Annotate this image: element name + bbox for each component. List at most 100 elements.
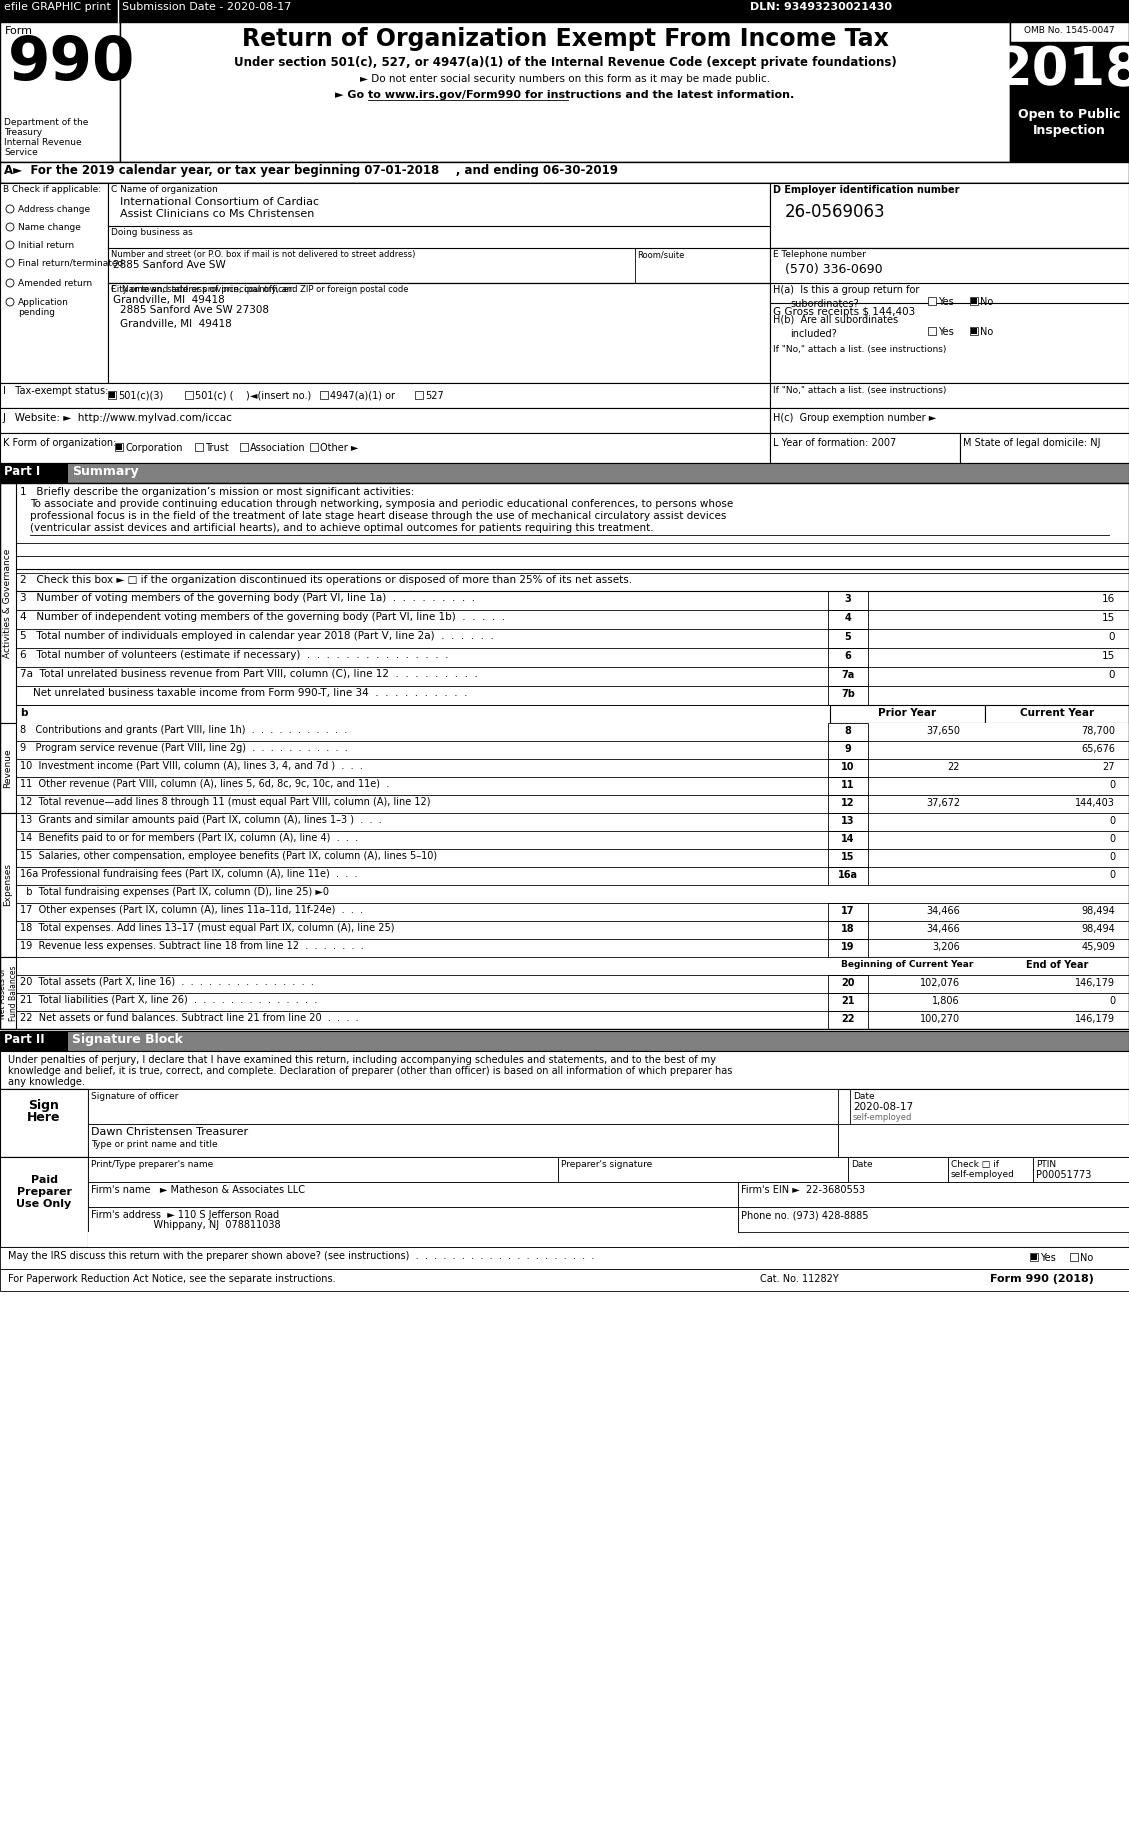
Bar xyxy=(828,831,868,850)
Text: Firm's address  ► 110 S Jefferson Road: Firm's address ► 110 S Jefferson Road xyxy=(91,1209,279,1220)
Text: efile GRAPHIC print: efile GRAPHIC print xyxy=(5,2,111,13)
Text: Form: Form xyxy=(5,26,33,37)
Text: Firm's name   ► Matheson & Associates LLC: Firm's name ► Matheson & Associates LLC xyxy=(91,1186,305,1195)
Text: 2885 Sanford Ave SW 27308: 2885 Sanford Ave SW 27308 xyxy=(120,305,269,314)
Bar xyxy=(108,183,770,283)
Bar xyxy=(88,1156,558,1182)
Bar xyxy=(828,758,868,776)
Text: PTIN: PTIN xyxy=(1036,1160,1056,1169)
Text: Part II: Part II xyxy=(5,1032,45,1047)
Bar xyxy=(928,327,936,334)
Text: 8: 8 xyxy=(844,725,851,736)
Text: 19: 19 xyxy=(841,943,855,952)
Text: D Employer identification number: D Employer identification number xyxy=(773,185,960,195)
Text: Summary: Summary xyxy=(72,466,139,479)
Bar xyxy=(88,1182,738,1208)
Text: OMB No. 1545-0047: OMB No. 1545-0047 xyxy=(1024,26,1114,35)
Text: 7a: 7a xyxy=(841,671,855,680)
Text: 14: 14 xyxy=(841,833,855,844)
Bar xyxy=(1033,1156,1129,1182)
Text: Inspection: Inspection xyxy=(1033,124,1105,137)
Bar xyxy=(16,813,1129,831)
Text: Yes: Yes xyxy=(938,298,954,307)
Bar xyxy=(16,831,1129,850)
Bar xyxy=(0,22,120,163)
Text: End of Year: End of Year xyxy=(1026,959,1088,970)
Text: 990: 990 xyxy=(8,35,135,93)
Text: 0: 0 xyxy=(1109,870,1115,881)
Text: 14  Benefits paid to or for members (Part IX, column (A), line 4)  .  .  .: 14 Benefits paid to or for members (Part… xyxy=(20,833,358,842)
Text: 1,806: 1,806 xyxy=(933,996,960,1007)
Text: 15: 15 xyxy=(1102,614,1115,623)
Text: Expenses: Expenses xyxy=(3,864,12,906)
Bar xyxy=(16,850,1129,868)
Bar xyxy=(195,442,203,451)
Text: included?: included? xyxy=(790,329,837,340)
Bar xyxy=(0,22,1129,163)
Text: 6: 6 xyxy=(844,650,851,661)
Bar xyxy=(16,957,1129,976)
Bar xyxy=(108,391,116,398)
Bar xyxy=(0,1030,1129,1051)
Bar xyxy=(0,813,16,957)
Text: b: b xyxy=(20,709,27,718)
Bar xyxy=(240,442,248,451)
Text: 2   Check this box ► □ if the organization discontinued its operations or dispos: 2 Check this box ► □ if the organization… xyxy=(20,576,632,585)
Text: 98,494: 98,494 xyxy=(1082,924,1115,934)
Text: subordinates?: subordinates? xyxy=(790,300,859,309)
Bar xyxy=(984,705,1129,723)
Text: 21: 21 xyxy=(841,996,855,1007)
Circle shape xyxy=(6,241,14,248)
Bar xyxy=(828,685,868,705)
Text: (ventricular assist devices and artificial hearts), and to achieve optimal outco: (ventricular assist devices and artifici… xyxy=(30,523,654,533)
Bar xyxy=(838,1124,1129,1156)
Bar xyxy=(0,433,770,462)
Text: 3   Number of voting members of the governing body (Part VI, line 1a)  .  .  .  : 3 Number of voting members of the govern… xyxy=(20,594,475,603)
Text: Open to Public: Open to Public xyxy=(1017,108,1120,121)
Text: Doing business as: Doing business as xyxy=(111,228,193,238)
Bar xyxy=(120,22,1010,163)
Bar xyxy=(828,610,868,628)
Bar xyxy=(770,248,1129,303)
Text: Department of the: Department of the xyxy=(5,119,88,128)
Bar xyxy=(16,574,1129,590)
Bar xyxy=(415,391,423,398)
Bar xyxy=(0,183,108,384)
Bar xyxy=(0,1270,1129,1292)
Text: B Check if applicable:: B Check if applicable: xyxy=(3,185,102,194)
Bar xyxy=(16,628,1129,649)
Bar xyxy=(16,868,1129,884)
Bar xyxy=(828,994,868,1010)
Text: 20: 20 xyxy=(841,977,855,988)
Text: 501(c)(3): 501(c)(3) xyxy=(119,391,164,400)
Bar xyxy=(1010,42,1129,102)
Bar xyxy=(16,610,1129,628)
Bar xyxy=(16,758,1129,776)
Circle shape xyxy=(6,223,14,230)
Text: Trust: Trust xyxy=(205,442,229,453)
Text: 2885 Sanford Ave SW: 2885 Sanford Ave SW xyxy=(113,259,226,270)
Text: 22: 22 xyxy=(947,762,960,773)
Bar xyxy=(828,850,868,868)
Text: Date: Date xyxy=(854,1093,875,1102)
Circle shape xyxy=(6,205,14,214)
Bar xyxy=(828,903,868,921)
Bar xyxy=(310,442,318,451)
Bar xyxy=(108,283,770,384)
Text: 0: 0 xyxy=(1109,632,1115,641)
Text: Corporation: Corporation xyxy=(125,442,183,453)
Bar xyxy=(16,723,1129,742)
Text: P00051773: P00051773 xyxy=(1036,1169,1092,1180)
Text: Here: Here xyxy=(27,1111,61,1124)
Text: 2018: 2018 xyxy=(996,44,1129,97)
Bar xyxy=(828,813,868,831)
Text: No: No xyxy=(980,327,994,336)
Text: 501(c) (    ): 501(c) ( ) xyxy=(195,391,250,400)
Circle shape xyxy=(6,280,14,287)
Bar xyxy=(0,1051,1129,1089)
Text: 7b: 7b xyxy=(841,689,855,700)
Text: Yes: Yes xyxy=(1040,1253,1056,1262)
Text: 37,672: 37,672 xyxy=(926,798,960,808)
Text: 16: 16 xyxy=(1102,594,1115,605)
Bar xyxy=(828,628,868,649)
